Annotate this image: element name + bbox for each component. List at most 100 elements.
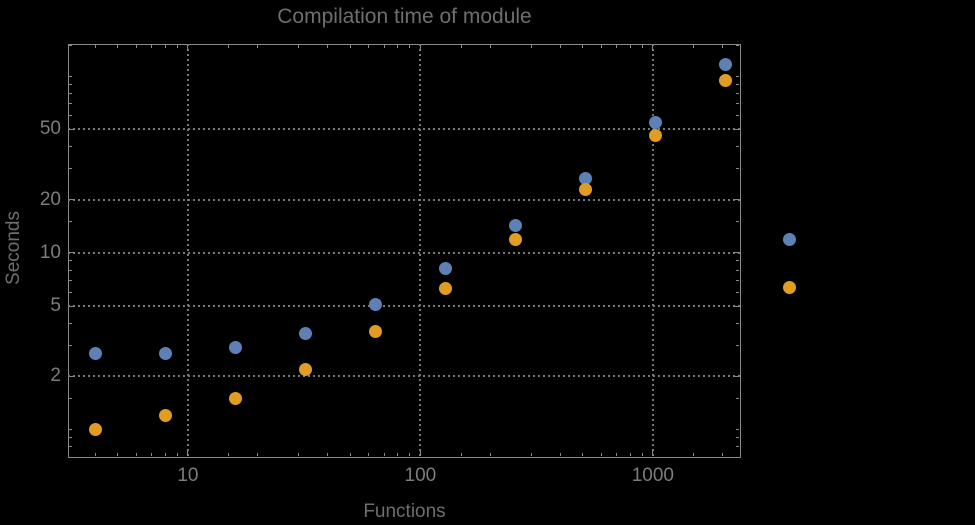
y-tick [733,252,739,254]
x-tick [94,45,96,48]
y-tick [736,114,739,116]
y-tick [736,145,739,147]
y-tick [736,344,739,346]
x-tick [94,453,96,456]
y-tick [736,429,739,431]
y-tick-label-50: 50 [39,118,61,140]
x-tick [641,453,643,456]
gridline-x-10 [186,44,189,457]
x-tick [530,45,532,48]
x-tick [298,45,300,48]
legend-marker-orange [783,281,796,294]
y-tick-label-2: 2 [50,365,61,387]
y-tick [69,446,72,448]
chart-title: Compilation time of module [277,5,532,28]
y-tick [69,429,72,431]
data-point-orange-2048 [718,73,732,87]
x-tick [559,453,561,456]
x-tick [117,453,119,456]
x-tick [616,453,618,456]
y-tick [69,260,72,262]
y-tick [736,437,739,439]
y-tick [69,279,72,281]
data-point-orange-256 [508,233,522,247]
y-tick [736,397,739,399]
data-point-orange-8 [158,409,172,423]
x-tick [368,453,370,456]
x-tick [629,45,631,48]
x-tick [409,453,411,456]
data-point-orange-16 [228,391,242,405]
gridline-y-10 [68,251,740,254]
x-tick [641,45,643,48]
data-point-blue-128 [438,261,452,275]
data-point-orange-64 [368,324,382,338]
y-tick [733,305,739,307]
y-tick [69,168,72,170]
x-tick [489,45,491,48]
x-tick [176,453,178,456]
y-tick [69,75,72,77]
x-tick [616,45,618,48]
y-tick [733,128,739,130]
x-tick [187,45,189,51]
y-tick [69,83,72,85]
x-tick [397,453,399,456]
data-point-blue-32 [298,326,312,340]
x-tick [722,45,724,48]
x-tick [397,45,399,48]
legend [775,225,895,305]
y-tick [69,305,75,307]
x-tick [298,453,300,456]
x-tick [693,45,695,48]
y-tick-label-20: 20 [39,188,61,210]
y-tick [69,437,72,439]
data-point-orange-4 [88,423,102,437]
y-tick [69,375,75,377]
x-tick [228,453,230,456]
gridline-y-50 [68,128,740,131]
y-tick [736,291,739,293]
data-point-orange-32 [298,362,312,376]
x-tick [257,45,259,48]
y-tick-label-5: 5 [50,295,61,317]
x-tick [582,453,584,456]
gridline-y-20 [68,198,740,201]
y-tick [69,344,72,346]
x-tick [419,45,421,51]
data-point-blue-1024 [648,115,662,129]
gridline-y-5 [68,305,740,308]
x-tick-label-10: 10 [177,465,199,486]
y-tick [736,322,739,324]
x-tick [693,453,695,456]
x-tick [327,45,329,48]
x-tick [419,450,421,456]
y-tick [733,375,739,377]
x-tick [582,45,584,48]
y-tick [736,279,739,281]
x-tick [117,45,119,48]
x-tick [383,453,385,456]
x-tick [652,45,654,51]
x-tick [629,453,631,456]
x-tick [151,453,153,456]
data-point-blue-256 [508,219,522,233]
x-tick [409,45,411,48]
x-tick [164,453,166,456]
x-tick-label-1000: 1000 [631,465,674,486]
data-point-orange-128 [438,281,452,295]
x-tick [489,453,491,456]
y-tick [736,168,739,170]
x-tick [460,453,462,456]
x-tick [460,45,462,48]
x-tick [151,45,153,48]
x-tick [135,453,137,456]
y-tick [736,103,739,105]
x-tick [368,45,370,48]
y-tick [736,44,739,46]
y-tick [69,92,72,94]
x-tick-label-100: 100 [404,465,437,486]
x-tick [176,45,178,48]
data-point-blue-16 [228,341,242,355]
